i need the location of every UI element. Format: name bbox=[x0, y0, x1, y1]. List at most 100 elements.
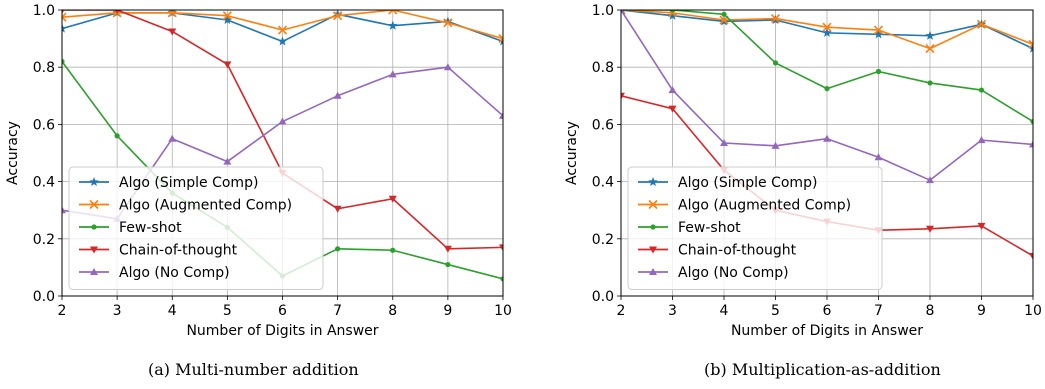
data-point bbox=[770, 14, 781, 24]
data-point bbox=[669, 10, 676, 13]
axes-frame bbox=[620, 9, 1034, 297]
chart-multi-number-addition: 2 3 4 5 6 7 8 9 10 0.0 0.2 0.4 0.6 0.8 1.0 Number of Di… bbox=[5, 3, 512, 339]
y-tick-label: 0.8 bbox=[592, 60, 614, 76]
y-axis-label: Accuracy bbox=[564, 121, 580, 185]
y-tick-label: 1.0 bbox=[33, 3, 55, 19]
data-point bbox=[1029, 252, 1033, 260]
data-point bbox=[976, 19, 987, 29]
legend: Algo (Simple Comp) Algo (Augmented Comp) F… bbox=[627, 166, 883, 290]
x-tick-label: 6 bbox=[278, 303, 287, 319]
data-point bbox=[621, 10, 625, 13]
x-tick-label: 3 bbox=[113, 303, 122, 319]
data-point bbox=[1029, 140, 1033, 148]
legend-item-algo-simple-comp: Algo (Simple Comp) bbox=[638, 175, 817, 191]
data-point bbox=[223, 61, 232, 69]
legend-marker bbox=[648, 177, 658, 187]
x-tick-label: 5 bbox=[223, 303, 232, 319]
data-point bbox=[873, 25, 884, 35]
legend-marker bbox=[648, 199, 658, 210]
data-point bbox=[822, 22, 832, 32]
data-point bbox=[978, 87, 985, 93]
x-tick-label: 8 bbox=[926, 303, 935, 319]
data-point bbox=[977, 136, 986, 144]
data-point bbox=[62, 206, 66, 214]
y-tick-label: 0.8 bbox=[33, 60, 55, 76]
legend-item-chain-of-thought: Chain-of-thought bbox=[638, 243, 797, 259]
data-point bbox=[335, 246, 341, 252]
data-point bbox=[62, 58, 65, 65]
data-point bbox=[873, 29, 884, 39]
data-point bbox=[823, 134, 831, 142]
data-point bbox=[499, 111, 503, 119]
data-point bbox=[333, 91, 342, 99]
data-point bbox=[332, 10, 343, 19]
data-point bbox=[443, 16, 453, 26]
data-point bbox=[277, 25, 288, 35]
y-tick-label: 0.0 bbox=[592, 289, 614, 305]
data-point bbox=[667, 10, 678, 20]
data-point bbox=[443, 18, 453, 28]
legend-label: Algo (No Comp) bbox=[678, 265, 789, 281]
legend-item-algo-no-comp: Algo (No Comp) bbox=[79, 265, 230, 281]
x-tick-label: 5 bbox=[771, 303, 780, 319]
data-point bbox=[668, 86, 677, 94]
data-point bbox=[925, 44, 935, 54]
y-tick-label: 0.4 bbox=[33, 175, 55, 191]
data-point bbox=[977, 222, 986, 230]
legend-item-few-shot: Few-shot bbox=[79, 220, 182, 236]
data-point bbox=[333, 11, 343, 21]
data-point bbox=[875, 68, 882, 75]
data-point bbox=[822, 27, 832, 37]
y-tick-label: 1.0 bbox=[592, 3, 614, 19]
y-tick-label: 0.2 bbox=[592, 232, 614, 248]
data-point bbox=[388, 195, 397, 203]
data-point bbox=[1028, 39, 1033, 49]
legend-label: Few-shot bbox=[678, 220, 741, 236]
data-point bbox=[387, 20, 398, 30]
x-tick-label: 7 bbox=[874, 303, 883, 319]
y-tick-label: 0.2 bbox=[33, 232, 55, 248]
x-tick-label: 10 bbox=[494, 303, 512, 319]
data-point bbox=[222, 15, 233, 25]
data-point bbox=[443, 63, 452, 71]
data-point bbox=[772, 60, 779, 66]
data-point bbox=[668, 105, 677, 113]
legend: Algo (Simple Comp) Algo (Augmented Comp) F… bbox=[68, 166, 324, 290]
y-tick-label: 0.0 bbox=[33, 289, 55, 305]
data-point bbox=[443, 245, 452, 253]
legend-item-algo-no-comp: Algo (No Comp) bbox=[638, 265, 789, 281]
legend-marker bbox=[90, 246, 98, 254]
chart-multiplication-as-addition: 2 3 4 5 6 7 8 9 10 0.0 0.2 0.4 0.6 0.8 1.0 Number of Di… bbox=[564, 3, 1042, 339]
y-tick-label: 0.6 bbox=[33, 117, 55, 133]
data-point bbox=[62, 12, 67, 22]
y-axis-label: Accuracy bbox=[5, 121, 21, 185]
y-tick-label: 0.4 bbox=[592, 175, 614, 191]
x-tick-label: 8 bbox=[388, 303, 397, 319]
x-tick-label: 4 bbox=[720, 303, 729, 319]
data-point bbox=[168, 134, 177, 142]
x-tick-label: 9 bbox=[977, 303, 986, 319]
x-tick-label: 2 bbox=[58, 303, 67, 319]
x-tick-label: 3 bbox=[668, 303, 677, 319]
legend-label: Algo (Simple Comp) bbox=[119, 175, 258, 191]
data-point bbox=[62, 10, 65, 14]
legend-label: Algo (Simple Comp) bbox=[678, 175, 817, 191]
plot-area bbox=[621, 10, 1033, 260]
data-point bbox=[114, 10, 120, 14]
data-point bbox=[168, 28, 177, 36]
x-tick-label: 6 bbox=[823, 303, 832, 319]
legend-item-few-shot: Few-shot bbox=[638, 220, 741, 236]
legend-marker bbox=[90, 268, 98, 275]
data-point bbox=[925, 30, 935, 40]
data-point bbox=[500, 276, 503, 282]
legend-marker bbox=[650, 224, 656, 230]
legend-item-algo-augmented-comp: Algo (Augmented Comp) bbox=[638, 198, 851, 214]
data-point bbox=[333, 205, 342, 213]
legend-item-chain-of-thought: Chain-of-thought bbox=[79, 243, 238, 259]
data-point bbox=[278, 117, 287, 125]
data-point bbox=[390, 247, 396, 253]
legend-marker bbox=[91, 224, 97, 230]
legend-label: Few-shot bbox=[119, 220, 182, 236]
x-tick-label: 2 bbox=[617, 303, 626, 319]
